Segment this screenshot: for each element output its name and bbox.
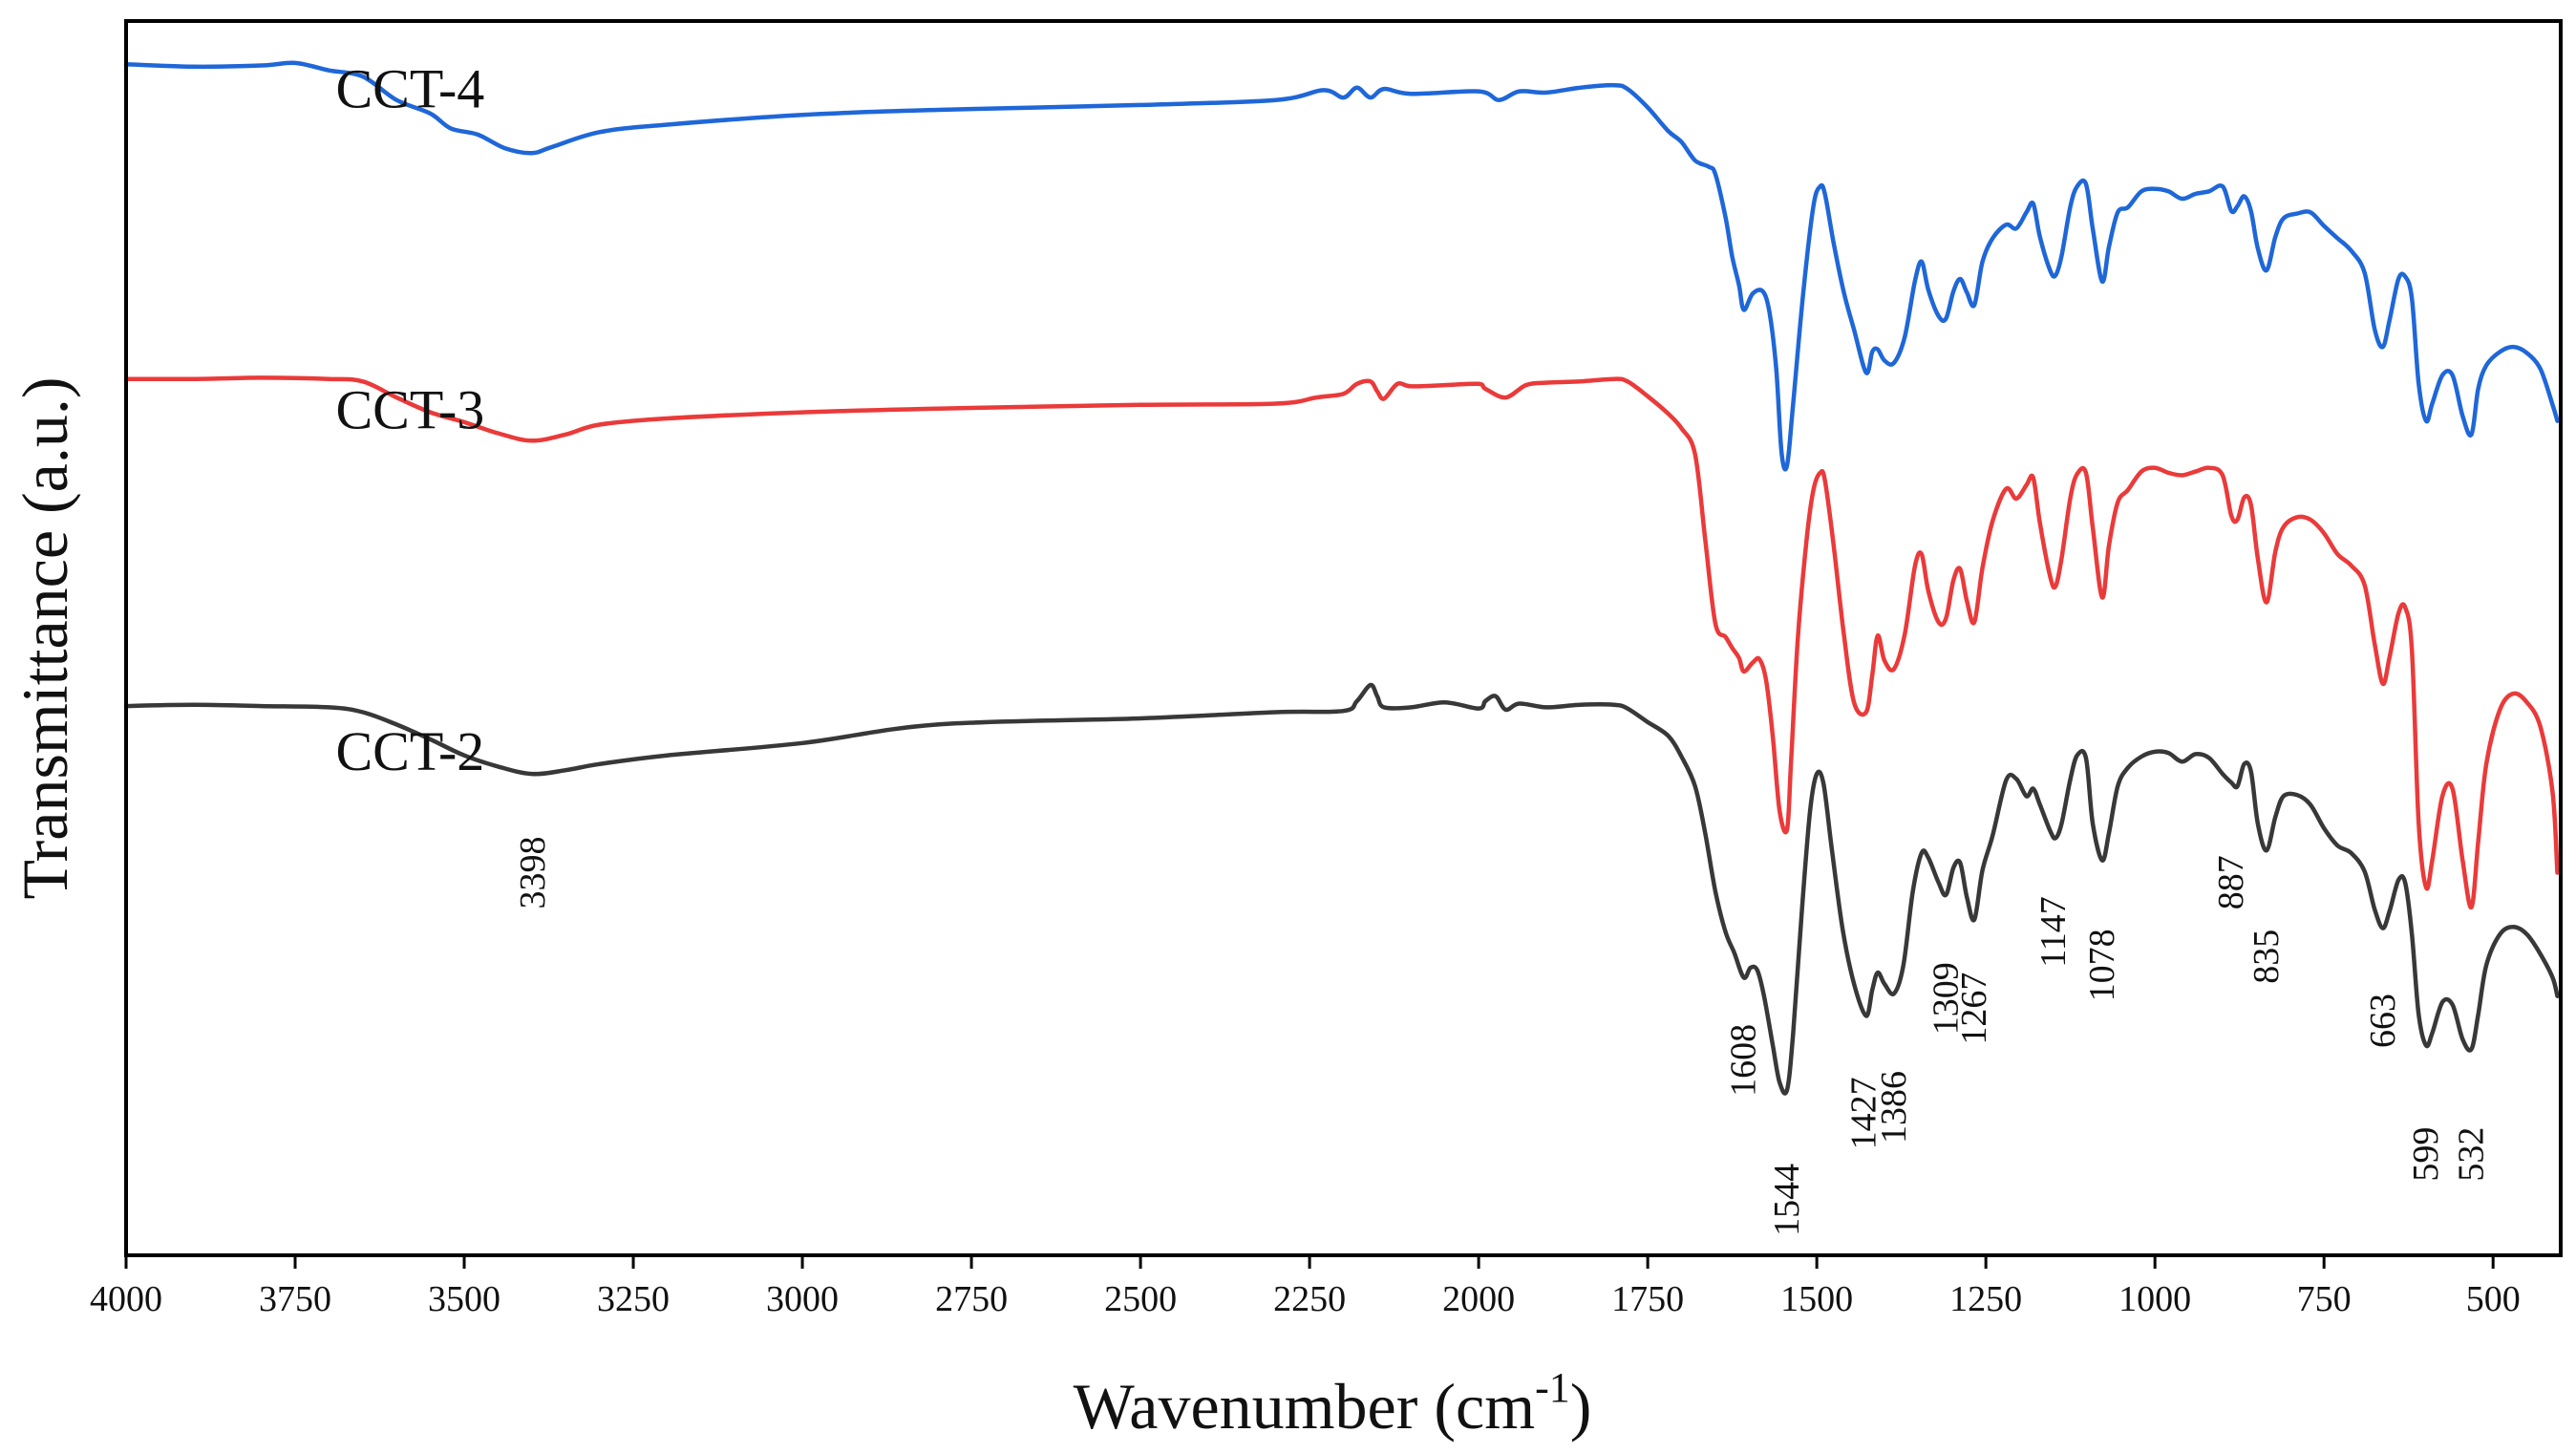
x-tick-label-1500: 1500	[1780, 1279, 1853, 1319]
x-tick-label-500: 500	[2466, 1279, 2521, 1319]
x-axis-title-close: )	[1570, 1370, 1592, 1443]
series-line-cct-2	[123, 682, 2560, 1096]
x-tick-label-3750: 3750	[259, 1279, 331, 1319]
plot-frame	[124, 19, 2563, 1257]
peak-label-1386: 1386	[1874, 1071, 1914, 1144]
peak-label-599: 599	[2406, 1127, 2446, 1182]
x-tick-label-1750: 1750	[1611, 1279, 1684, 1319]
x-tick-label-2500: 2500	[1104, 1279, 1177, 1319]
series-line-cct-3	[123, 375, 2560, 909]
x-axis: 4000 3750 3500 3250 3000 2750 2500 2250 2000 1750…	[90, 1255, 2521, 1319]
y-axis-title: Transmittance (a.u.)	[9, 376, 81, 899]
series-group	[123, 60, 2560, 1096]
x-tick-label-2250: 2250	[1273, 1279, 1346, 1319]
series-label-cct-2: CCT-2	[335, 720, 484, 782]
peak-label-1309: 1309	[1926, 962, 1966, 1035]
peak-label-3398: 3398	[513, 837, 553, 909]
peak-label-1608: 1608	[1724, 1024, 1764, 1097]
x-tick-label-3000: 3000	[766, 1279, 839, 1319]
x-tick-label-2750: 2750	[935, 1279, 1008, 1319]
peak-label-1147: 1147	[2033, 896, 2074, 968]
series-label-cct-4: CCT-4	[335, 57, 484, 119]
x-tick-label-1250: 1250	[1949, 1279, 2022, 1319]
series-label-cct-3: CCT-3	[335, 378, 484, 440]
x-axis-title-main: Wavenumber (cm	[1074, 1370, 1536, 1443]
x-tick-label-2000: 2000	[1442, 1279, 1515, 1319]
x-tick-label-3250: 3250	[597, 1279, 670, 1319]
x-tick-label-1000: 1000	[2118, 1279, 2191, 1319]
peak-label-887: 887	[2211, 855, 2251, 909]
peak-label-663: 663	[2363, 994, 2403, 1048]
x-tick-label-4000: 4000	[90, 1279, 162, 1319]
peak-label-835: 835	[2246, 930, 2287, 984]
peak-label-532: 532	[2452, 1127, 2492, 1182]
series-line-cct-4	[123, 60, 2560, 472]
peak-label-1078: 1078	[2082, 929, 2122, 1001]
x-tick-label-750: 750	[2297, 1279, 2352, 1319]
peak-label-1267: 1267	[1954, 973, 1994, 1045]
peak-label-1427: 1427	[1844, 1077, 1884, 1149]
x-axis-title-sup: -1	[1535, 1364, 1570, 1411]
x-axis-title: Wavenumber (cm-1)	[1074, 1364, 1592, 1443]
series-labels: CCT-4 CCT-3 CCT-2	[335, 57, 484, 782]
peak-label-1544: 1544	[1767, 1164, 1807, 1236]
x-tick-label-3500: 3500	[428, 1279, 500, 1319]
